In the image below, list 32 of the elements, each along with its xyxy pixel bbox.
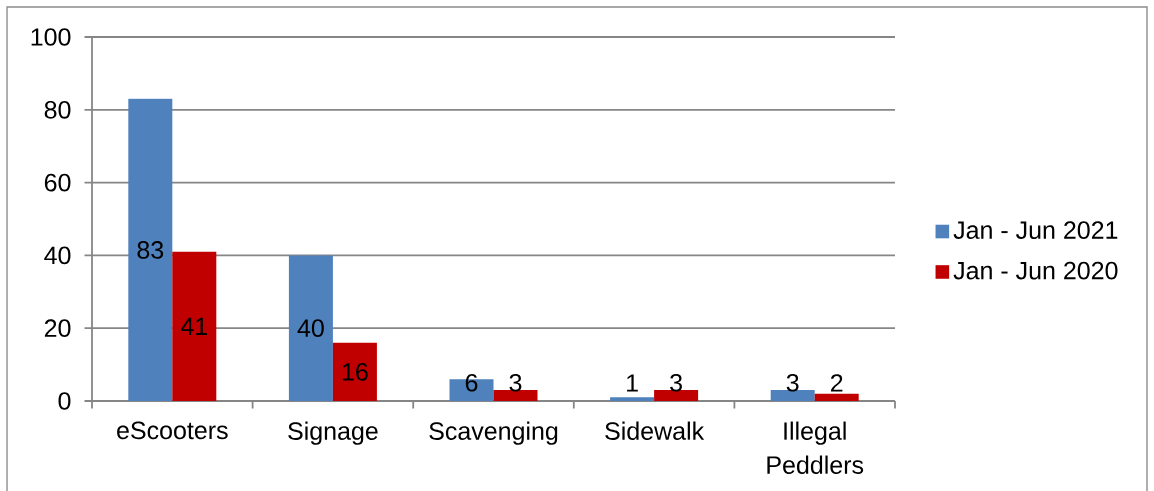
data-label: 40: [297, 319, 324, 338]
x-tick-label: Scavenging: [429, 421, 558, 445]
y-tick-label: 40: [44, 246, 71, 265]
bar: [332, 342, 377, 401]
legend-label: Jan - Jun 2020: [953, 261, 1118, 280]
data-label: 3: [786, 373, 799, 392]
bar: [288, 255, 333, 401]
x-tick-label: Sidewalk: [605, 421, 705, 440]
data-label: 1: [627, 374, 638, 392]
data-label: 41: [180, 317, 207, 335]
y-tick-label: 80: [44, 100, 71, 119]
y-tick-label: 100: [31, 28, 71, 46]
bar: [610, 397, 655, 401]
bar: [654, 390, 699, 401]
x-tick-label: Signage: [288, 421, 378, 445]
bar: [493, 390, 538, 401]
bar: [770, 390, 815, 401]
bar: [128, 98, 173, 401]
data-label: 2: [831, 374, 843, 392]
bar: [814, 393, 859, 401]
y-tick-label: 60: [44, 173, 71, 192]
data-label: 83: [137, 241, 164, 259]
x-tick-label: eScooters: [117, 421, 228, 440]
legend-label: Jan - Jun 2021: [953, 221, 1118, 239]
data-label: 3: [509, 373, 522, 392]
y-tick-label: 20: [44, 319, 71, 338]
y-tick-label: 0: [58, 392, 71, 410]
x-tick-label: Illegal Peddlers: [767, 421, 864, 474]
data-label: 3: [670, 373, 682, 392]
data-label: 6: [465, 373, 478, 392]
data-label: 16: [342, 363, 368, 381]
bar: [172, 251, 217, 401]
